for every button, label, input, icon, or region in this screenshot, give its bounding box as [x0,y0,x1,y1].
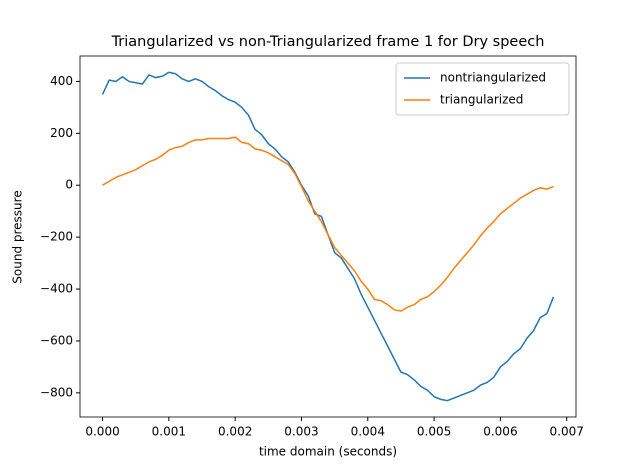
x-tick-label: 0.005 [417,425,451,439]
chart-title: Triangularized vs non-Triangularized fra… [111,34,545,50]
y-tick-label: −400 [40,282,73,296]
legend-label: triangularized [440,93,523,107]
x-tick-label: 0.003 [284,425,318,439]
x-tick-label: 0.001 [152,425,186,439]
x-tick-label: 0.000 [85,425,119,439]
x-tick-label: 0.006 [483,425,517,439]
y-tick-label: 200 [50,126,73,140]
x-axis-label: time domain (seconds) [259,445,397,459]
legend-label: nontriangularized [440,71,546,85]
x-tick-label: 0.002 [218,425,252,439]
plot-frame [79,55,577,418]
y-tick-label: 0 [65,178,73,192]
y-tick-label: 400 [50,74,73,88]
x-tick-label: 0.004 [351,425,385,439]
x-tick-label: 0.007 [550,425,584,439]
y-tick-label: −800 [40,385,73,399]
y-axis-label: Sound pressure [11,190,25,283]
y-tick-label: −200 [40,230,73,244]
y-tick-label: −600 [40,333,73,347]
series-line [102,136,554,312]
legend-box [395,62,570,116]
